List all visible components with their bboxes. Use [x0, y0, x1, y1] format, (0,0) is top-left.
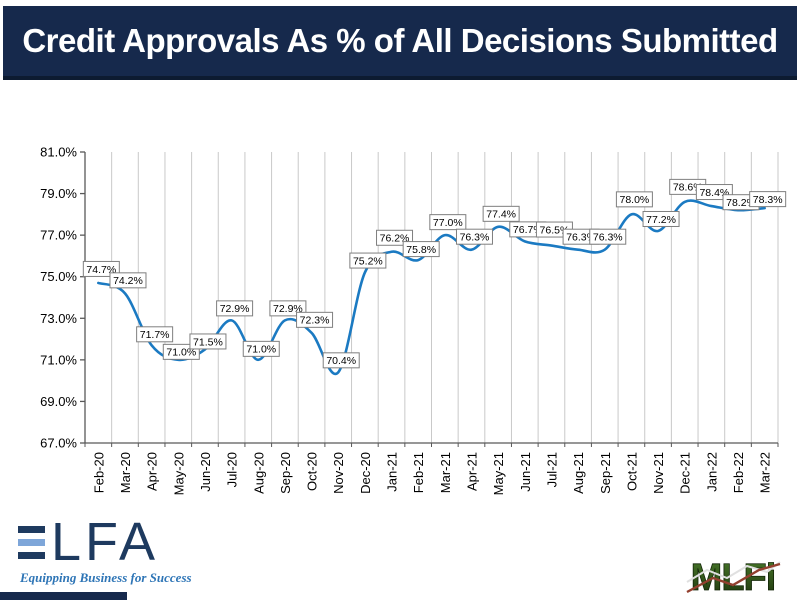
- data-label: 77.0%: [433, 217, 463, 229]
- data-label: 78.0%: [620, 194, 650, 206]
- data-label-box: [455, 228, 493, 245]
- data-label-box: [402, 241, 440, 258]
- data-label: 77.2%: [646, 214, 676, 226]
- data-label-box: [136, 326, 174, 343]
- data-label: 76.3%: [460, 231, 490, 243]
- data-label: 72.9%: [273, 303, 303, 315]
- mlfi-text: MLFi: [691, 557, 776, 598]
- data-label: 76.3%: [566, 231, 596, 243]
- x-tick-label: Oct-21: [624, 452, 639, 491]
- x-tick-label: Nov-20: [331, 452, 346, 494]
- data-label: 71.0%: [246, 344, 276, 356]
- data-label: 75.8%: [406, 244, 436, 256]
- bottom-accent-bar: [0, 592, 127, 600]
- line-chart: 67.0% 69.0% 71.0% 73.0% 75.0% 77.0% 79.0% 81.0%…: [0, 130, 800, 520]
- data-label: 72.9%: [220, 303, 250, 315]
- data-label-box: [216, 300, 254, 317]
- data-label: 71.0%: [166, 347, 196, 359]
- y-tick-label: 69.0%: [40, 394, 77, 409]
- elfa-bar-top: [18, 525, 45, 533]
- data-label-box: [589, 228, 627, 245]
- x-tick-label: Jun-21: [518, 452, 533, 492]
- x-tick-label: Apr-20: [145, 452, 160, 491]
- elfa-bar-middle: [18, 538, 45, 546]
- data-label-box: [109, 272, 147, 289]
- data-label: 71.5%: [193, 336, 223, 348]
- x-tick-label: Oct-20: [305, 452, 320, 491]
- x-tick-label: Feb-21: [411, 452, 426, 493]
- y-tick-label: 71.0%: [40, 352, 77, 367]
- mlfi-logo-graphic: MLFi: [686, 557, 781, 599]
- data-label-box: [749, 191, 787, 208]
- x-tick-label: Feb-20: [91, 452, 106, 493]
- elfa-letters: LFA: [51, 512, 160, 572]
- data-label: 72.3%: [300, 315, 330, 327]
- x-tick-label: Jul-20: [225, 452, 240, 487]
- elfa-e-glyph: [18, 523, 45, 562]
- data-label: 76.7%: [513, 224, 543, 236]
- x-tick-label: Nov-21: [651, 452, 666, 494]
- x-tick-label: Mar-22: [758, 452, 773, 493]
- data-label: 76.2%: [380, 233, 410, 245]
- x-tick-label: Feb-22: [731, 452, 746, 493]
- data-label: 74.7%: [86, 264, 116, 276]
- y-tick-label: 73.0%: [40, 311, 77, 326]
- data-label: 78.2%: [726, 197, 756, 209]
- data-label: 78.4%: [699, 187, 729, 199]
- y-tick-label: 79.0%: [40, 186, 77, 201]
- elfa-tagline: Equipping Business for Success: [20, 570, 192, 585]
- x-tick-label: Jul-21: [544, 452, 559, 487]
- y-tick-label: 81.0%: [40, 145, 77, 160]
- chart-canvas: 67.0% 69.0% 71.0% 73.0% 75.0% 77.0% 79.0% 81.0%…: [40, 145, 787, 495]
- x-tick-label: Jan-22: [704, 452, 719, 492]
- data-label-box: [482, 205, 520, 222]
- data-label: 75.2%: [353, 255, 383, 267]
- data-label: 76.5%: [540, 224, 570, 236]
- mlfi-gray-trendline: [686, 561, 781, 583]
- x-tick-label: Sep-20: [278, 452, 293, 494]
- data-label: 78.3%: [753, 194, 783, 206]
- data-label: 76.3%: [593, 231, 623, 243]
- data-label: 74.2%: [113, 275, 143, 287]
- data-label-box: [349, 252, 387, 269]
- elfa-logo: LFA: [18, 512, 160, 572]
- x-tick-label: Mar-21: [438, 452, 453, 493]
- mlfi-logo: MLFi: [683, 554, 783, 600]
- x-tick-label: Dec-20: [358, 452, 373, 494]
- data-label: 71.7%: [140, 329, 170, 341]
- x-tick-label: Jun-20: [198, 452, 213, 492]
- y-tick-label: 67.0%: [40, 436, 77, 451]
- data-label-box: [642, 210, 680, 227]
- x-tick-label: Mar-20: [118, 452, 133, 493]
- elfa-bar-bottom: [18, 551, 45, 559]
- x-tick-label: May-21: [491, 452, 506, 495]
- data-label: 70.4%: [326, 355, 356, 367]
- data-label-box: [429, 214, 467, 231]
- data-label-box: [242, 340, 280, 357]
- x-tick-label: Apr-21: [464, 452, 479, 491]
- y-tick-label: 75.0%: [40, 269, 77, 284]
- x-tick-label: May-20: [171, 452, 186, 495]
- page-title: Credit Approvals As % of All Decisions S…: [22, 22, 778, 59]
- x-tick-label: Aug-20: [251, 452, 266, 494]
- y-tick-label: 77.0%: [40, 228, 77, 243]
- title-bar: Credit Approvals As % of All Decisions S…: [3, 6, 797, 80]
- data-label-box: [615, 191, 653, 208]
- x-tick-label: Jan-21: [385, 452, 400, 492]
- data-label-box: [189, 333, 227, 350]
- x-tick-label: Aug-21: [571, 452, 586, 494]
- data-label: 77.4%: [486, 209, 516, 221]
- data-label: 78.6%: [673, 182, 703, 194]
- x-tick-label: Sep-21: [598, 452, 613, 494]
- data-label-box: [322, 352, 360, 369]
- x-tick-label: Dec-21: [678, 452, 693, 494]
- mlfi-red-trendline: [686, 562, 781, 594]
- data-label-box: [296, 311, 334, 328]
